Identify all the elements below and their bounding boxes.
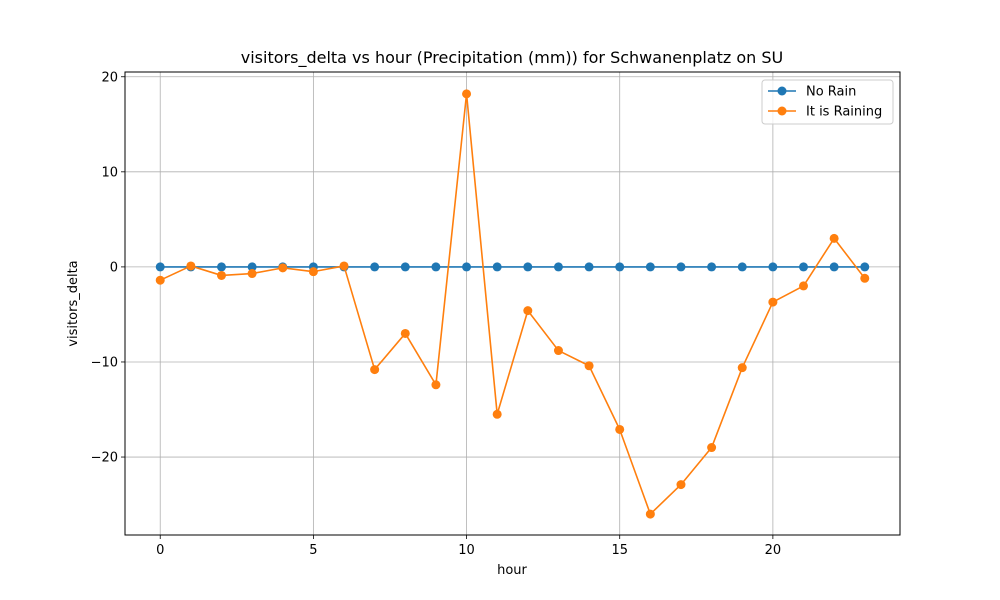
data-point-it-is-raining bbox=[400, 328, 410, 338]
data-point-it-is-raining bbox=[308, 267, 318, 277]
x-tick-label: 5 bbox=[309, 543, 317, 558]
data-point-no-rain bbox=[523, 262, 533, 272]
chart-title: visitors_delta vs hour (Precipitation (m… bbox=[241, 48, 783, 68]
data-point-it-is-raining bbox=[615, 424, 625, 434]
data-point-no-rain bbox=[431, 262, 441, 272]
plot-area-frame bbox=[124, 71, 901, 536]
data-point-no-rain bbox=[829, 262, 839, 272]
legend-marker-it-is-raining bbox=[777, 106, 787, 116]
data-point-no-rain bbox=[370, 262, 380, 272]
data-point-no-rain bbox=[645, 262, 655, 272]
data-point-no-rain bbox=[676, 262, 686, 272]
data-point-it-is-raining bbox=[492, 409, 502, 419]
data-point-no-rain bbox=[584, 262, 594, 272]
data-point-it-is-raining bbox=[186, 261, 196, 271]
y-axis-label: visitors_delta bbox=[66, 260, 81, 346]
data-point-it-is-raining bbox=[707, 443, 717, 453]
data-point-it-is-raining bbox=[799, 281, 809, 291]
data-point-it-is-raining bbox=[370, 365, 380, 375]
data-point-no-rain bbox=[737, 262, 747, 272]
data-point-it-is-raining bbox=[462, 89, 472, 99]
legend-label-no-rain: No Rain bbox=[806, 85, 856, 100]
x-tick-label: 20 bbox=[765, 543, 782, 558]
data-point-no-rain bbox=[492, 262, 502, 272]
data-point-it-is-raining bbox=[584, 361, 594, 371]
data-point-it-is-raining bbox=[737, 363, 747, 373]
data-point-no-rain bbox=[860, 262, 870, 272]
data-point-it-is-raining bbox=[829, 233, 839, 243]
data-point-it-is-raining bbox=[645, 509, 655, 519]
data-point-it-is-raining bbox=[155, 275, 165, 285]
x-tick-label: 15 bbox=[611, 543, 628, 558]
data-point-no-rain bbox=[216, 262, 226, 272]
data-point-no-rain bbox=[707, 262, 717, 272]
data-point-it-is-raining bbox=[676, 480, 686, 490]
x-axis-label: hour bbox=[497, 563, 527, 578]
data-point-it-is-raining bbox=[553, 346, 563, 356]
y-tick-label: −20 bbox=[91, 451, 118, 466]
legend-marker-no-rain bbox=[777, 86, 787, 96]
data-point-no-rain bbox=[462, 262, 472, 272]
data-point-no-rain bbox=[400, 262, 410, 272]
data-point-no-rain bbox=[155, 262, 165, 272]
data-point-it-is-raining bbox=[860, 273, 870, 283]
y-tick-label: 10 bbox=[101, 165, 118, 180]
y-tick-label: 20 bbox=[101, 70, 118, 85]
data-point-no-rain bbox=[799, 262, 809, 272]
y-tick-label: 0 bbox=[110, 260, 118, 275]
data-point-it-is-raining bbox=[523, 306, 533, 316]
axis-ticks: 0 5 10 15 20 −20 −10 0 10 20 bbox=[91, 70, 782, 558]
legend: No Rain It is Raining bbox=[761, 79, 894, 125]
y-tick-label: −10 bbox=[91, 355, 118, 370]
series-it-is-raining bbox=[155, 89, 870, 519]
series-group bbox=[155, 89, 870, 519]
series-line-it-is-raining bbox=[159, 93, 866, 515]
data-point-it-is-raining bbox=[431, 380, 441, 390]
data-point-it-is-raining bbox=[216, 270, 226, 280]
data-point-it-is-raining bbox=[768, 297, 778, 307]
data-point-no-rain bbox=[247, 262, 257, 272]
data-point-it-is-raining bbox=[247, 269, 257, 279]
x-tick-label: 0 bbox=[156, 543, 164, 558]
data-point-it-is-raining bbox=[339, 261, 349, 271]
data-point-no-rain bbox=[553, 262, 563, 272]
x-tick-label: 10 bbox=[458, 543, 475, 558]
legend-label-it-is-raining: It is Raining bbox=[806, 105, 882, 120]
data-point-it-is-raining bbox=[278, 263, 288, 273]
data-point-no-rain bbox=[615, 262, 625, 272]
data-point-no-rain bbox=[768, 262, 778, 272]
